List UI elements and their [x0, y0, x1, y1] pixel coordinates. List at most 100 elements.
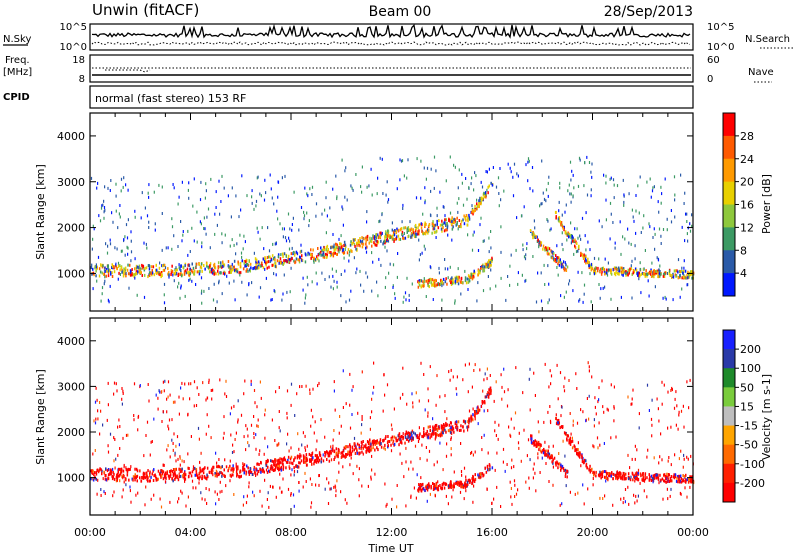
echo-point: [665, 475, 667, 479]
colorbar-tick-label: 20: [740, 176, 754, 189]
echo-point: [562, 265, 564, 269]
echo-point: [403, 475, 405, 479]
noise-panel-frame: [89, 23, 694, 51]
echo-point: [489, 261, 492, 265]
echo-point: [678, 410, 680, 414]
echo-point: [621, 474, 624, 478]
echo-point: [455, 387, 457, 391]
echo-point: [152, 265, 155, 269]
echo-point: [689, 475, 691, 479]
echo-point: [266, 458, 269, 462]
echo-point: [292, 216, 294, 220]
echo-point: [297, 432, 299, 436]
echo-point: [95, 472, 98, 476]
echo-point: [429, 425, 431, 429]
echo-point: [391, 237, 394, 241]
echo-point: [179, 455, 181, 459]
echo-point: [665, 477, 667, 481]
echo-point: [427, 228, 430, 232]
echo-point: [286, 290, 288, 294]
echo-point: [560, 414, 562, 418]
echo-point: [578, 454, 580, 458]
echo-point: [289, 258, 292, 262]
echo-point: [101, 204, 103, 208]
echo-point: [433, 487, 436, 491]
echo-point: [645, 272, 648, 276]
echo-point: [441, 430, 444, 434]
echo-point: [287, 258, 290, 262]
echo-point: [173, 234, 175, 238]
echo-point: [246, 268, 248, 272]
echo-point: [253, 266, 255, 270]
echo-point: [100, 299, 102, 303]
echo-point: [110, 179, 112, 182]
echo-point: [390, 443, 392, 447]
echo-point: [566, 475, 568, 479]
echo-point: [468, 277, 470, 281]
echo-point: [338, 448, 340, 452]
echo-point: [434, 486, 437, 490]
echo-point: [482, 197, 484, 201]
echo-point: [127, 246, 129, 250]
echo-point: [535, 300, 538, 304]
echo-point: [179, 296, 181, 300]
echo-point: [498, 423, 500, 427]
echo-point: [406, 437, 408, 441]
echo-point: [600, 287, 602, 291]
echo-point: [542, 191, 544, 195]
echo-point: [558, 209, 560, 213]
echo-point: [311, 185, 314, 189]
echo-point: [417, 436, 419, 440]
echo-point: [131, 273, 133, 277]
echo-point: [118, 271, 120, 275]
echo-point: [345, 300, 347, 304]
echo-point: [415, 496, 417, 500]
echo-point: [577, 448, 579, 452]
echo-point: [429, 436, 431, 440]
echo-point: [432, 298, 434, 301]
echo-point: [227, 194, 229, 198]
echo-point: [488, 392, 491, 396]
echo-point: [116, 267, 118, 271]
echo-point: [576, 448, 578, 452]
echo-point: [343, 256, 345, 260]
echo-point: [201, 241, 203, 245]
echo-point: [289, 461, 291, 465]
echo-point: [182, 233, 184, 237]
echo-point: [497, 437, 499, 441]
cpid-text: normal (fast stereo) 153 RF: [95, 92, 246, 105]
echo-point: [444, 267, 446, 271]
echo-point: [682, 404, 684, 408]
echo-point: [623, 474, 626, 478]
echo-point: [685, 276, 687, 280]
echo-point: [451, 227, 454, 231]
echo-point: [645, 269, 647, 273]
echo-point: [230, 433, 232, 437]
noise-tick-top-left: 10^5: [60, 22, 87, 33]
echo-point: [271, 263, 273, 267]
echo-point: [454, 276, 456, 280]
echo-point: [157, 469, 160, 473]
echo-point: [180, 284, 182, 288]
echo-point: [229, 459, 231, 463]
echo-point: [91, 272, 93, 276]
echo-point: [486, 188, 488, 192]
echo-point: [208, 488, 210, 492]
echo-point: [584, 161, 586, 165]
echo-point: [657, 271, 659, 275]
echo-point: [561, 262, 563, 266]
echo-point: [377, 448, 379, 452]
echo-point: [545, 248, 548, 252]
echo-point: [180, 386, 182, 390]
echo-point: [205, 232, 207, 236]
echo-point: [485, 265, 487, 269]
echo-point: [446, 224, 449, 228]
echo-point: [408, 228, 411, 232]
echo-point: [127, 252, 129, 256]
echo-point: [565, 230, 567, 234]
echo-point: [603, 173, 605, 177]
echo-point: [304, 446, 306, 450]
echo-point: [689, 485, 691, 489]
echo-point: [419, 485, 422, 489]
echo-point: [423, 487, 425, 491]
